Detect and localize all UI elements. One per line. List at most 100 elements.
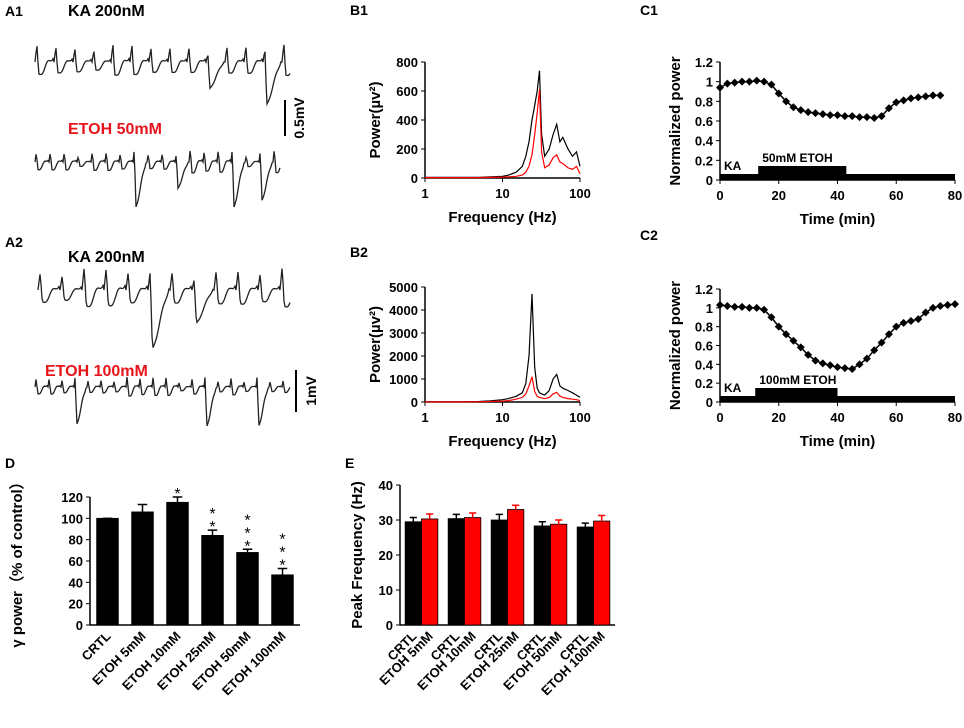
y-tick-label: 0: [706, 395, 713, 410]
y-tick-label: 5000: [389, 280, 418, 295]
y-tick-label: 120: [61, 490, 83, 505]
x-tick-label: 0: [716, 410, 723, 425]
y-axis-label: Power(µv²): [367, 306, 384, 383]
bar: [533, 525, 551, 626]
marker: [789, 103, 798, 112]
y-tick-label: 100: [61, 511, 83, 526]
marker: [833, 111, 842, 120]
bar: [131, 511, 154, 626]
x-tick-label: 80: [948, 410, 962, 425]
period-bar: [755, 388, 838, 402]
marker: [906, 94, 915, 103]
marker: [848, 112, 857, 121]
marker: [716, 83, 724, 92]
bar: [96, 517, 119, 626]
y-tick-label: 20: [379, 548, 393, 563]
panel-label: E: [345, 455, 354, 471]
y-tick-label: 0: [706, 173, 713, 188]
marker: [760, 77, 769, 86]
marker: [782, 97, 791, 106]
bar: [421, 518, 439, 626]
y-tick-label: 0.6: [695, 114, 713, 129]
marker: [745, 77, 754, 86]
series-line: [425, 293, 581, 403]
error-bar: [207, 529, 218, 536]
trace-label: ETOH 100mM: [45, 363, 148, 380]
error-bar: [426, 513, 434, 519]
marker: [826, 111, 835, 120]
error-bar: [137, 503, 148, 512]
y-tick-label: 0.4: [695, 357, 714, 372]
x-tick-label: 40: [830, 410, 844, 425]
marker: [884, 104, 893, 113]
y-tick-label: 40: [379, 478, 393, 493]
marker: [877, 338, 886, 347]
panel-label: A2: [5, 234, 23, 250]
bar: [550, 523, 568, 626]
significance: * * *: [244, 512, 250, 555]
bar: [404, 521, 422, 626]
x-tick-label: 20: [772, 410, 786, 425]
series-line: [425, 376, 581, 403]
y-tick-label: 0: [411, 395, 418, 410]
marker: [840, 364, 849, 373]
y-tick-label: 1.2: [695, 282, 713, 297]
marker: [870, 114, 879, 123]
x-tick-label: 60: [889, 410, 903, 425]
error-bar: [512, 504, 520, 510]
period-label: KA: [724, 159, 742, 173]
marker: [899, 96, 908, 105]
series-line: [425, 70, 581, 178]
marker: [899, 318, 908, 327]
marker: [796, 343, 805, 352]
period-label: KA: [724, 381, 742, 395]
marker: [936, 91, 945, 100]
marker: [855, 360, 864, 369]
x-tick-label: 60: [889, 188, 903, 203]
marker: [752, 76, 761, 85]
y-axis-label: Power(µv²): [367, 82, 384, 159]
x-tick-label: 0: [716, 188, 723, 203]
marker: [914, 315, 923, 324]
marker: [789, 336, 798, 345]
x-tick-label: 1: [421, 410, 428, 425]
marker: [738, 77, 747, 86]
marker: [738, 302, 747, 311]
marker: [833, 363, 842, 372]
y-tick-label: 1: [706, 75, 713, 90]
marker: [723, 79, 732, 88]
marker: [848, 365, 857, 374]
trace-label: KA 200nM: [68, 249, 145, 266]
y-tick-label: 30: [379, 513, 393, 528]
bar: [464, 517, 482, 626]
y-tick-label: 2000: [389, 349, 418, 364]
bar: [490, 519, 508, 626]
y-tick-label: 200: [396, 142, 418, 157]
scale-label: 0.5mV: [291, 97, 307, 139]
error-bar: [277, 567, 288, 575]
significance: *: [174, 486, 180, 503]
scale-label: 1mV: [303, 376, 319, 406]
y-tick-label: 20: [69, 597, 83, 612]
y-tick-label: 0.8: [695, 94, 713, 109]
panel-label: D: [5, 455, 15, 471]
marker: [943, 301, 952, 310]
marker: [928, 91, 937, 100]
trace: [34, 377, 291, 427]
y-tick-label: 0.4: [695, 134, 714, 149]
marker: [811, 356, 820, 365]
bar: [201, 535, 224, 626]
bar: [447, 518, 465, 626]
marker: [840, 112, 849, 121]
bar: [593, 520, 611, 626]
y-tick-label: 60: [69, 554, 83, 569]
trace: [34, 150, 281, 208]
marker: [921, 308, 930, 317]
series-line: [719, 303, 956, 370]
marker: [877, 112, 886, 121]
error-bar: [555, 519, 563, 525]
marker: [951, 300, 959, 309]
x-tick-label: 80: [948, 188, 962, 203]
error-bar: [495, 513, 503, 520]
